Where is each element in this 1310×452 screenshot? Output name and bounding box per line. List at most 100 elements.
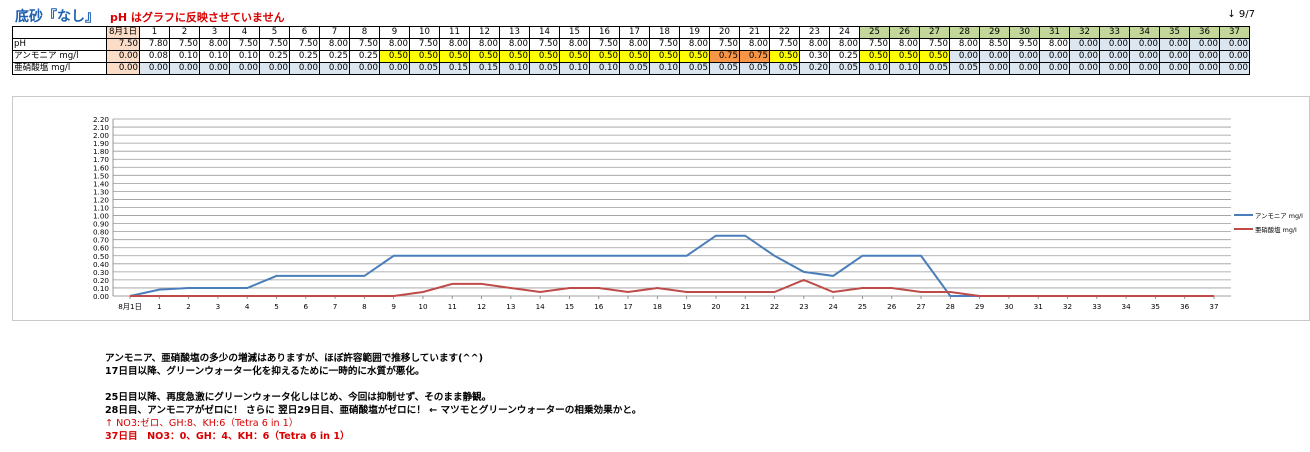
table-cell: 0.50 [439, 50, 470, 63]
table-cell: 0.00 [1129, 50, 1160, 63]
x-tick-label: 26 [887, 302, 897, 311]
y-tick-label: 2.00 [93, 131, 109, 140]
table-cell: 0.10 [229, 50, 260, 63]
table-cell: 0.00 [1099, 38, 1130, 51]
table-cell: 0.00 [1069, 38, 1100, 51]
x-tick-label: 13 [506, 302, 515, 311]
x-tick-label: 7 [333, 302, 338, 311]
table-cell: 0.05 [829, 62, 860, 75]
table-cell: 0.00 [1039, 62, 1070, 75]
table-cell: 0.00 [1159, 38, 1190, 51]
table-cell: 0.50 [619, 50, 650, 63]
table-cell: 0.05 [619, 62, 650, 75]
table-cell: 0.00 [106, 50, 140, 63]
table-column-header: 33 [1099, 26, 1130, 39]
table-cell: 0.00 [1129, 62, 1160, 75]
table-cell: 0.05 [709, 62, 740, 75]
note-line: 28日目、アンモニアがゼロに！ さらに 翌日29日目、亜硝酸塩がゼロに！ ← マ… [105, 405, 642, 416]
table-cell: 0.00 [319, 62, 350, 75]
table-cell: 0.00 [1189, 38, 1220, 51]
table-cell: 7.50 [289, 38, 320, 51]
table-cell: 0.50 [859, 50, 890, 63]
table-cell: 0.00 [199, 62, 230, 75]
table-cell: 0.10 [649, 62, 680, 75]
table-cell: 0.50 [379, 50, 410, 63]
table-cell: 0.00 [1219, 38, 1250, 51]
table-cell: 0.00 [1099, 62, 1130, 75]
table-column-header: 35 [1159, 26, 1190, 39]
table-cell: 7.50 [769, 38, 800, 51]
table-column-header: 11 [439, 26, 470, 39]
table-cell: 0.00 [379, 62, 410, 75]
x-tick-label: 24 [829, 302, 839, 311]
table-cell: 7.50 [169, 38, 200, 51]
table-cell: 8.00 [469, 38, 500, 51]
table-row: 亜硝酸塩 mg/l 0.00 0.00 0.00 0.00 0.00 0.00 0.00 0.0… [12, 62, 1250, 75]
table-cell: 0.00 [1159, 50, 1190, 63]
table-cell: 7.50 [349, 38, 380, 51]
x-tick-label: 15 [565, 302, 574, 311]
table-column-header: 24 [829, 26, 860, 39]
table-cell: 0.00 [349, 62, 380, 75]
table-cell: 0.10 [589, 62, 620, 75]
table-cell: 0.25 [259, 50, 290, 63]
x-tick-label: 30 [1004, 302, 1014, 311]
table-column-header: 16 [589, 26, 620, 39]
page-subtitle: pH はグラフに反映させていません [110, 11, 285, 24]
table-cell: 0.00 [139, 62, 170, 75]
table-cell: 0.50 [559, 50, 590, 63]
table-corner [12, 26, 107, 39]
table-cell: 0.00 [1069, 62, 1100, 75]
y-tick-label: 0.60 [93, 244, 109, 253]
table-cell: 0.50 [589, 50, 620, 63]
y-tick-label: 1.70 [93, 155, 109, 164]
x-tick-label: 12 [477, 302, 486, 311]
x-tick-label: 19 [682, 302, 692, 311]
x-tick-label: 33 [1092, 302, 1101, 311]
table-cell: 0.00 [169, 62, 200, 75]
y-tick-label: 2.10 [93, 123, 109, 132]
x-tick-label: 29 [975, 302, 985, 311]
note-line: ↑ NO3:ゼロ、GH:8、KH:6（Tetra 6 in 1） [105, 418, 299, 429]
table-cell: 0.05 [919, 62, 950, 75]
series-line-1 [130, 278, 1214, 297]
table-cell: 0.50 [469, 50, 500, 63]
table-cell: 0.25 [829, 50, 860, 63]
x-tick-label: 28 [946, 302, 956, 311]
table-column-header: 25 [859, 26, 890, 39]
table-cell: 7.50 [229, 38, 260, 51]
table-cell: 8.00 [889, 38, 920, 51]
table-cell: 8.50 [979, 38, 1010, 51]
y-tick-label: 1.50 [93, 171, 109, 180]
table-cell: 0.25 [349, 50, 380, 63]
table-cell: 7.50 [259, 38, 290, 51]
table-row-label: 亜硝酸塩 mg/l [12, 62, 107, 75]
x-tick-label: 35 [1151, 302, 1160, 311]
table-cell: 0.10 [889, 62, 920, 75]
note-line [105, 378, 642, 391]
y-tick-label: 0.80 [93, 228, 109, 237]
x-tick-label: 37 [1209, 302, 1218, 311]
table-cell: 9.50 [1009, 38, 1040, 51]
table-column-header: 31 [1039, 26, 1070, 39]
x-tick-label: 27 [916, 302, 925, 311]
table-column-header: 17 [619, 26, 650, 39]
x-tick-label: 5 [274, 302, 279, 311]
table-cell: 0.25 [319, 50, 350, 63]
table-column-header: 4 [229, 26, 260, 39]
table-cell: 7.50 [409, 38, 440, 51]
table-cell: 0.00 [979, 50, 1010, 63]
table-column-header: 13 [499, 26, 530, 39]
table-column-header: 12 [469, 26, 500, 39]
x-tick-label: 32 [1063, 302, 1072, 311]
table-column-header: 30 [1009, 26, 1040, 39]
table-column-header: 15 [559, 26, 590, 39]
table-cell: 8.00 [499, 38, 530, 51]
legend-label: 亜硝酸塩 mg/l [1255, 225, 1297, 234]
table-cell: 0.10 [859, 62, 890, 75]
legend-label: アンモニア mg/l [1255, 212, 1303, 220]
x-tick-label: 25 [858, 302, 867, 311]
table-cell: 0.00 [1159, 62, 1190, 75]
table-cell: 8.00 [619, 38, 650, 51]
table-cell: 7.50 [529, 38, 560, 51]
